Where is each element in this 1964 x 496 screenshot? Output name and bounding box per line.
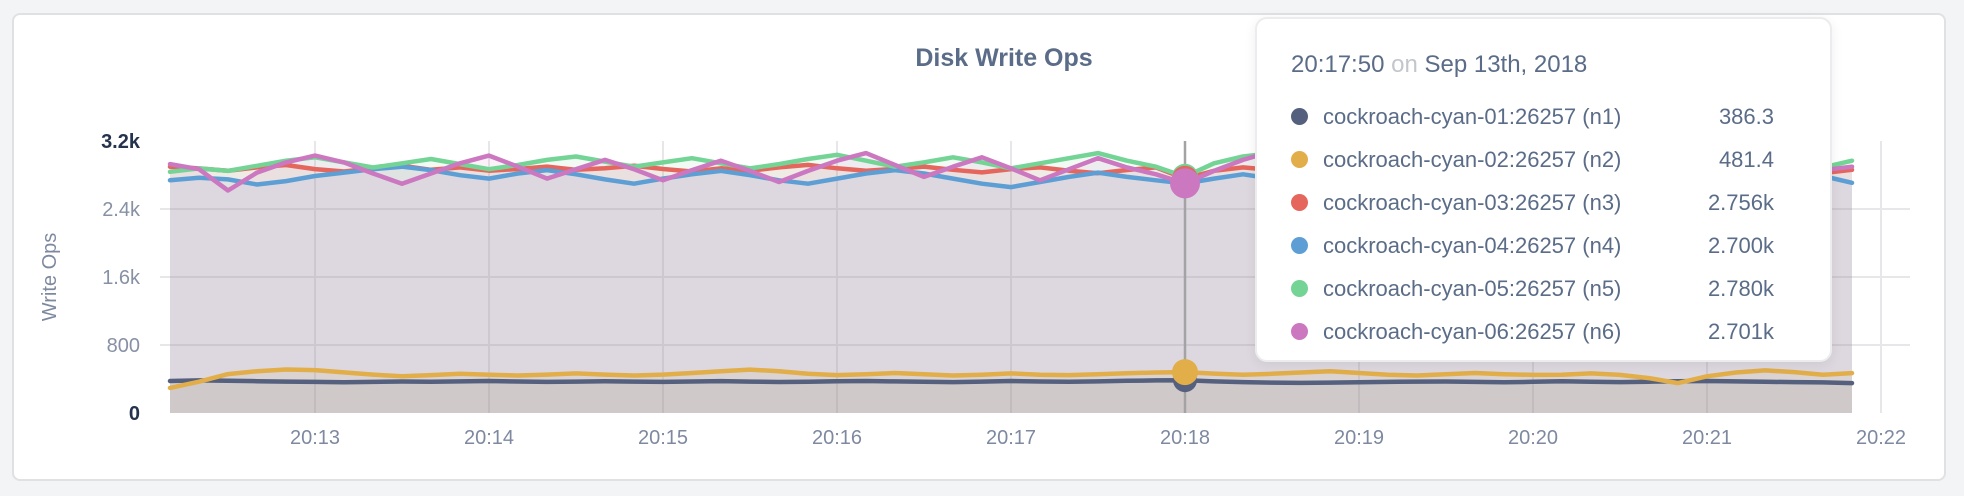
tooltip-row: cockroach-cyan-02:26257 (n2) 481.4 — [1291, 138, 1774, 181]
series-color-dot — [1291, 108, 1308, 125]
tooltip-row: cockroach-cyan-04:26257 (n4) 2.700k — [1291, 224, 1774, 267]
series-color-dot — [1291, 194, 1308, 211]
series-name: cockroach-cyan-06:26257 (n6) — [1323, 318, 1622, 344]
y-tick-label: 800 — [107, 335, 140, 357]
series-area — [170, 380, 1852, 413]
tooltip-row: cockroach-cyan-06:26257 (n6) 2.701k — [1291, 310, 1774, 353]
hover-dot — [1170, 168, 1200, 199]
x-tick-label: 20:22 — [1856, 427, 1906, 449]
hover-dot — [1172, 359, 1198, 386]
x-tick-label: 20:14 — [464, 427, 514, 449]
series-name: cockroach-cyan-05:26257 (n5) — [1323, 275, 1622, 301]
y-tick-label: 2.4k — [102, 199, 141, 221]
series-line — [167, 367, 1855, 391]
x-tick-label: 20:15 — [638, 427, 688, 449]
series-value: 2.700k — [1707, 232, 1774, 258]
y-tick-label: 1.6k — [102, 267, 141, 289]
tooltip-header: 20:17:50 on Sep 13th, 2018 — [1291, 51, 1774, 79]
x-tick-label: 20:13 — [290, 427, 340, 449]
series-value: 2.756k — [1707, 189, 1774, 215]
tooltip: 20:17:50 on Sep 13th, 2018 cockroach-cya… — [1255, 17, 1832, 362]
x-tick-label: 20:17 — [986, 427, 1036, 449]
x-tick-label: 20:20 — [1508, 427, 1558, 449]
series-color-dot — [1291, 280, 1308, 297]
tooltip-row: cockroach-cyan-05:26257 (n5) 2.780k — [1291, 267, 1774, 310]
tooltip-row: cockroach-cyan-03:26257 (n3) 2.756k — [1291, 181, 1774, 224]
series-value: 2.780k — [1707, 275, 1774, 301]
series-name: cockroach-cyan-01:26257 (n1) — [1323, 103, 1622, 129]
series-name: cockroach-cyan-04:26257 (n4) — [1323, 232, 1622, 258]
x-tick-label: 20:16 — [812, 427, 862, 449]
series-name: cockroach-cyan-03:26257 (n3) — [1323, 189, 1622, 215]
y-axis-label: Write Ops — [39, 233, 61, 322]
series-name: cockroach-cyan-02:26257 (n2) — [1323, 146, 1622, 172]
series-value: 481.4 — [1718, 146, 1774, 172]
chart-title: Disk Write Ops — [915, 44, 1093, 72]
x-tick-label: 20:18 — [1160, 427, 1210, 449]
y-tick-label: 0 — [129, 403, 140, 425]
series-color-dot — [1291, 237, 1308, 254]
tooltip-connector: on — [1391, 51, 1418, 78]
y-tick-label: 3.2k — [101, 131, 141, 153]
x-tick-label: 20:19 — [1334, 427, 1384, 449]
tooltip-time: 20:17:50 — [1291, 51, 1385, 78]
x-tick-label: 20:21 — [1682, 427, 1732, 449]
series-value: 2.701k — [1707, 318, 1774, 344]
tooltip-date: Sep 13th, 2018 — [1424, 51, 1588, 78]
tooltip-rows: cockroach-cyan-01:26257 (n1) 386.3 cockroa… — [1291, 95, 1774, 353]
series-color-dot — [1291, 151, 1308, 168]
series-color-dot — [1291, 323, 1308, 340]
tooltip-row: cockroach-cyan-01:26257 (n1) 386.3 — [1291, 95, 1774, 138]
series-line — [167, 377, 1855, 386]
series-value: 386.3 — [1718, 103, 1774, 129]
